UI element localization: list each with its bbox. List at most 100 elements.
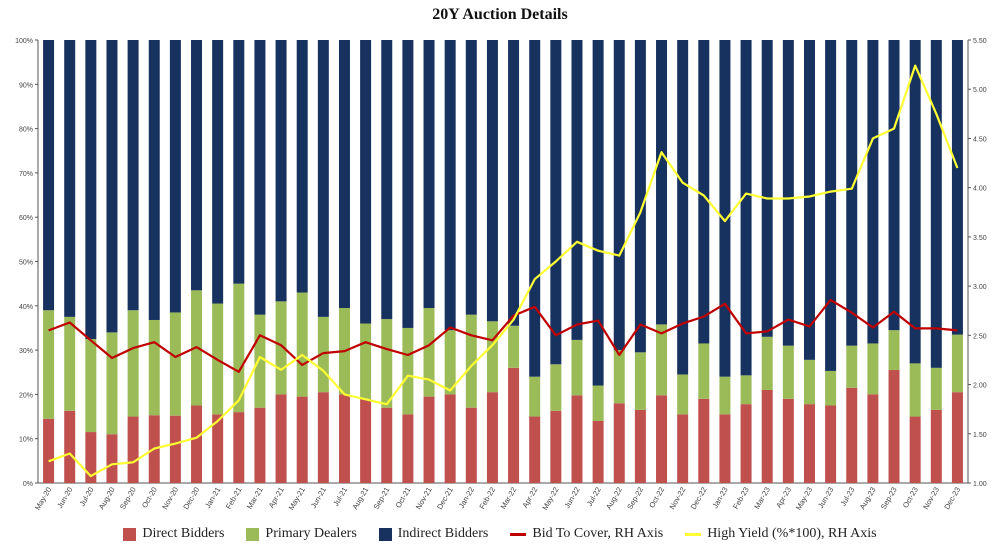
bar-direct-bidders bbox=[888, 370, 900, 483]
bar-indirect-bidders bbox=[951, 40, 963, 335]
bar-indirect-bidders bbox=[148, 40, 160, 320]
x-tick-label: Sep-23 bbox=[879, 486, 899, 511]
bar-direct-bidders bbox=[338, 394, 350, 483]
right-tick-label: 1.00 bbox=[973, 481, 987, 488]
bar-direct-bidders bbox=[43, 418, 55, 483]
right-tick-label: 5.50 bbox=[973, 38, 987, 45]
x-tick-label: Feb-22 bbox=[477, 486, 497, 511]
left-tick-label: 60% bbox=[19, 215, 33, 222]
bar-primary-dealers bbox=[719, 376, 731, 415]
x-tick-label: Apr-23 bbox=[774, 486, 793, 510]
bar-direct-bidders bbox=[571, 395, 583, 483]
bar-primary-dealers bbox=[761, 336, 773, 390]
bar-direct-bidders bbox=[106, 434, 118, 483]
legend: Direct Bidders Primary Dealers Indirect … bbox=[0, 526, 1000, 542]
bar-direct-bidders bbox=[592, 420, 604, 483]
bar-primary-dealers bbox=[275, 301, 287, 395]
bar-direct-bidders bbox=[191, 405, 203, 483]
x-tick-label: May-22 bbox=[540, 486, 560, 512]
bar-direct-bidders bbox=[444, 394, 456, 483]
bar-direct-bidders bbox=[275, 394, 287, 483]
bar-primary-dealers bbox=[803, 359, 815, 405]
bar-direct-bidders bbox=[296, 396, 308, 483]
left-tick-label: 70% bbox=[19, 171, 33, 178]
x-tick-label: Oct-20 bbox=[140, 486, 159, 510]
bar-primary-dealers bbox=[656, 324, 668, 396]
bar-indirect-bidders bbox=[486, 40, 498, 322]
left-tick-label: 40% bbox=[19, 304, 33, 311]
x-tick-label: Apr-21 bbox=[267, 486, 286, 510]
bar-indirect-bidders bbox=[846, 40, 858, 346]
bar-indirect-bidders bbox=[740, 40, 752, 376]
x-tick-label: Jun-20 bbox=[55, 486, 74, 510]
right-tick-label: 2.00 bbox=[973, 383, 987, 390]
bar-indirect-bidders bbox=[782, 40, 794, 346]
legend-swatch-bid-to-cover bbox=[510, 532, 527, 536]
x-tick-label: Dec-23 bbox=[942, 486, 962, 511]
bar-direct-bidders bbox=[698, 398, 710, 483]
bar-indirect-bidders bbox=[571, 40, 583, 340]
x-tick-label: Jul-23 bbox=[838, 486, 856, 508]
bar-indirect-bidders bbox=[867, 40, 879, 344]
legend-item-indirect-bidders: Indirect Bidders bbox=[378, 526, 489, 542]
x-tick-label: Oct-22 bbox=[647, 486, 666, 510]
bar-primary-dealers bbox=[169, 312, 181, 416]
left-tick-label: 90% bbox=[19, 82, 33, 89]
bar-primary-dealers bbox=[106, 332, 118, 435]
right-tick-label: 1.50 bbox=[973, 432, 987, 439]
bar-direct-bidders bbox=[909, 416, 921, 483]
bar-direct-bidders bbox=[740, 404, 752, 483]
bar-primary-dealers bbox=[951, 334, 963, 393]
bar-indirect-bidders bbox=[761, 40, 773, 337]
x-tick-label: Jan-21 bbox=[203, 486, 222, 510]
x-tick-label: Mar-23 bbox=[752, 486, 772, 511]
legend-label-primary-dealers: Primary Dealers bbox=[265, 526, 357, 541]
bar-primary-dealers bbox=[402, 327, 414, 415]
bar-primary-dealers bbox=[740, 375, 752, 405]
bar-direct-bidders bbox=[381, 407, 393, 483]
bar-direct-bidders bbox=[169, 415, 181, 483]
legend-label-indirect-bidders: Indirect Bidders bbox=[397, 526, 489, 541]
bar-indirect-bidders bbox=[423, 40, 435, 309]
bar-indirect-bidders bbox=[85, 40, 97, 340]
bar-indirect-bidders bbox=[254, 40, 266, 315]
bar-primary-dealers bbox=[85, 339, 97, 433]
bar-primary-dealers bbox=[888, 330, 900, 371]
right-tick-label: 2.50 bbox=[973, 333, 987, 340]
bar-indirect-bidders bbox=[381, 40, 393, 320]
right-tick-label: 4.00 bbox=[973, 186, 987, 193]
x-tick-label: Jan-23 bbox=[710, 486, 729, 510]
x-tick-label: Nov-22 bbox=[668, 486, 688, 511]
bar-primary-dealers bbox=[634, 352, 646, 410]
x-tick-label: Sep-21 bbox=[372, 486, 392, 511]
legend-item-direct-bidders: Direct Bidders bbox=[123, 526, 224, 542]
bar-indirect-bidders bbox=[930, 40, 942, 368]
bar-indirect-bidders bbox=[444, 40, 456, 331]
x-tick-label: Aug-21 bbox=[350, 486, 370, 511]
x-tick-label: Nov-21 bbox=[414, 486, 434, 511]
x-tick-label: Oct-23 bbox=[901, 486, 920, 510]
bar-primary-dealers bbox=[846, 345, 858, 388]
bar-primary-dealers bbox=[909, 363, 921, 417]
bar-indirect-bidders bbox=[402, 40, 414, 328]
legend-item-primary-dealers: Primary Dealers bbox=[246, 526, 357, 542]
bar-indirect-bidders bbox=[106, 40, 118, 333]
bar-direct-bidders bbox=[465, 407, 477, 483]
bar-direct-bidders bbox=[613, 403, 625, 483]
bar-direct-bidders bbox=[761, 389, 773, 483]
bar-direct-bidders bbox=[846, 387, 858, 483]
bar-direct-bidders bbox=[634, 409, 646, 483]
bar-primary-dealers bbox=[550, 364, 562, 411]
x-tick-label: Jun-22 bbox=[562, 486, 581, 510]
x-tick-label: Jun-23 bbox=[816, 486, 835, 510]
bar-indirect-bidders bbox=[275, 40, 287, 302]
bar-indirect-bidders bbox=[825, 40, 837, 371]
x-tick-label: Nov-20 bbox=[160, 486, 180, 511]
x-tick-label: Oct-21 bbox=[394, 486, 413, 510]
x-tick-label: Apr-22 bbox=[520, 486, 539, 510]
bar-primary-dealers bbox=[867, 343, 879, 395]
x-tick-label: May-21 bbox=[287, 486, 307, 512]
x-tick-label: Sep-20 bbox=[118, 486, 138, 511]
bar-direct-bidders bbox=[529, 416, 541, 483]
